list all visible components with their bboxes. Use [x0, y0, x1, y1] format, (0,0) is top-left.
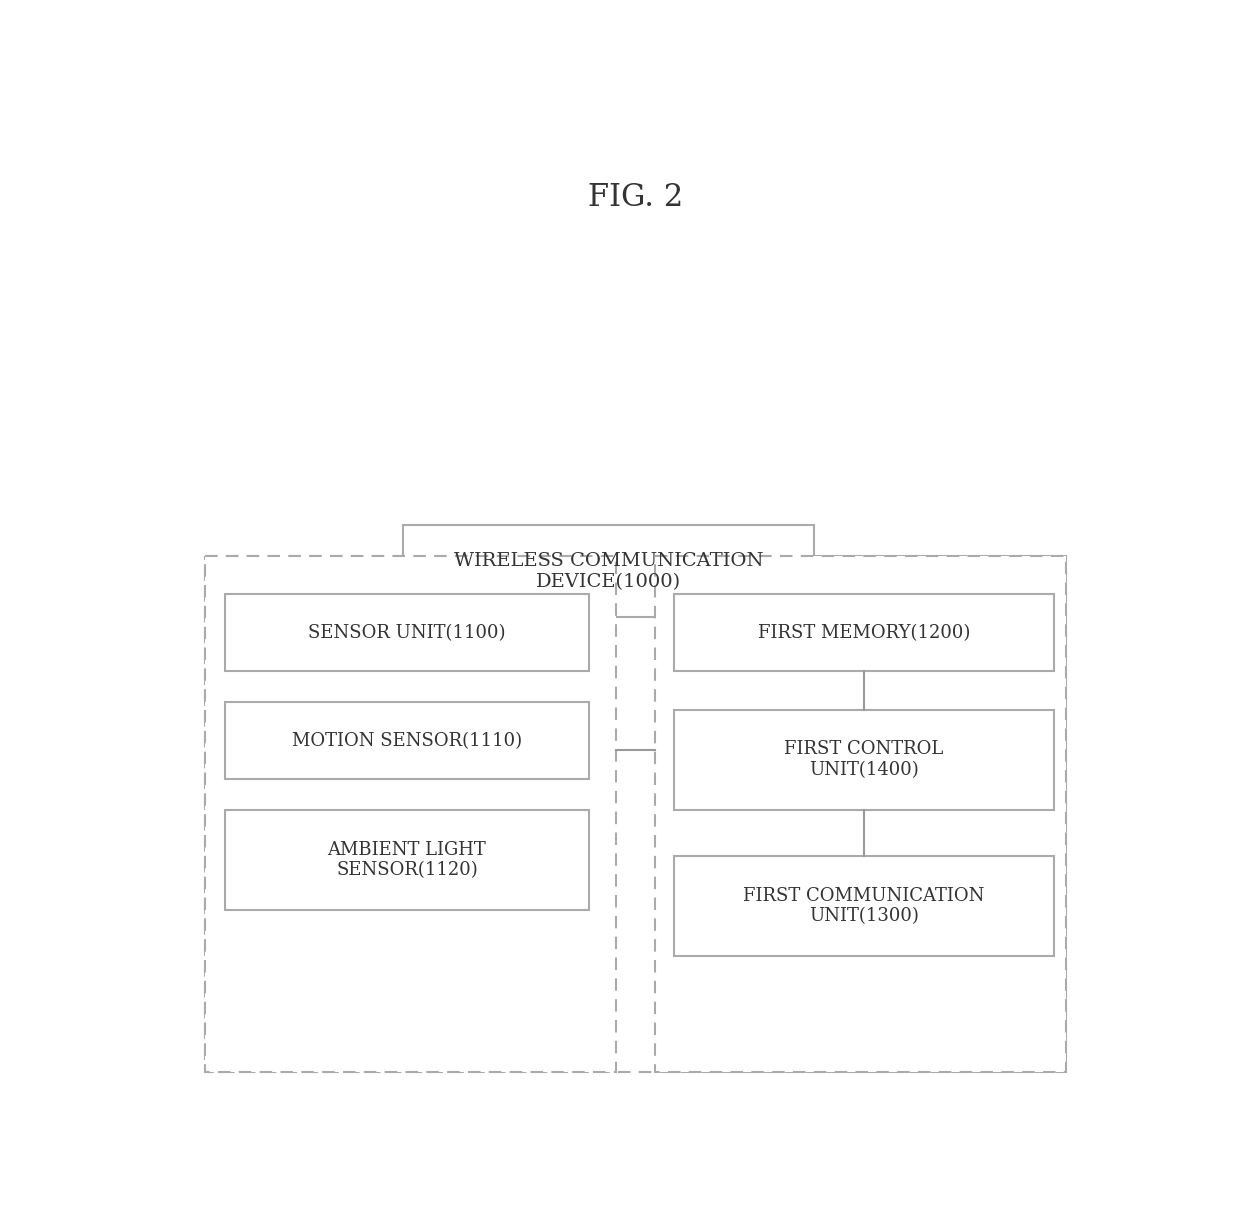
- Bar: [403, 524, 813, 618]
- Text: AMBIENT LIGHT
SENSOR(1120): AMBIENT LIGHT SENSOR(1120): [327, 841, 486, 879]
- Text: SENSOR UNIT(1100): SENSOR UNIT(1100): [308, 624, 506, 641]
- Bar: [224, 595, 589, 671]
- Bar: [655, 556, 1065, 1072]
- Bar: [206, 556, 616, 1072]
- Bar: [224, 810, 589, 910]
- Text: MOTION SENSOR(1110): MOTION SENSOR(1110): [291, 731, 522, 750]
- Text: FIG. 2: FIG. 2: [588, 182, 683, 213]
- Text: FIRST MEMORY(1200): FIRST MEMORY(1200): [758, 624, 971, 641]
- Text: FIRST CONTROL
UNIT(1400): FIRST CONTROL UNIT(1400): [785, 741, 944, 779]
- Bar: [675, 856, 1054, 956]
- Text: WIRELESS COMMUNICATION
DEVICE(1000): WIRELESS COMMUNICATION DEVICE(1000): [454, 551, 763, 591]
- Bar: [675, 710, 1054, 810]
- Bar: [206, 556, 1065, 1072]
- Bar: [675, 595, 1054, 671]
- Text: FIRST COMMUNICATION
UNIT(1300): FIRST COMMUNICATION UNIT(1300): [744, 886, 985, 926]
- Bar: [224, 702, 589, 779]
